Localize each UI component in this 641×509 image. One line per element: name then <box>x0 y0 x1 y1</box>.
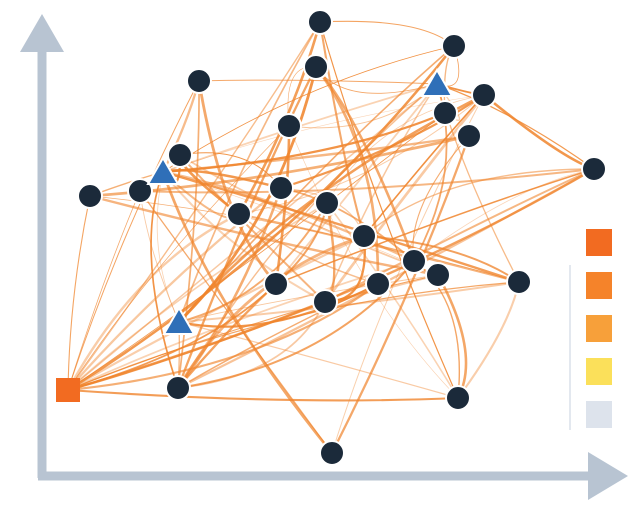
edge <box>238 213 520 283</box>
node-circle[interactable] <box>319 440 345 466</box>
edge <box>177 301 326 389</box>
node-circle[interactable] <box>186 68 212 94</box>
edge <box>178 274 439 323</box>
legend-swatch <box>586 229 612 256</box>
edge <box>67 190 141 391</box>
edge <box>162 170 520 284</box>
edge <box>179 154 439 276</box>
edge <box>66 212 240 391</box>
node-circle[interactable] <box>127 178 153 204</box>
edge <box>178 21 321 323</box>
edge <box>67 202 328 391</box>
edge <box>319 20 455 47</box>
edge <box>198 79 438 85</box>
node-circle[interactable] <box>77 183 103 209</box>
node-triangle[interactable] <box>162 305 196 335</box>
node-circle[interactable] <box>581 156 607 182</box>
node-circle[interactable] <box>432 100 458 126</box>
edge <box>161 171 334 454</box>
edge <box>178 202 328 323</box>
edge <box>162 45 455 173</box>
legend-swatch <box>586 358 612 385</box>
node-circle[interactable] <box>268 175 294 201</box>
edge <box>238 213 379 285</box>
edge <box>67 45 456 392</box>
edge <box>67 260 415 391</box>
edge <box>363 94 485 237</box>
edge <box>67 281 520 391</box>
edge <box>457 281 521 399</box>
edge <box>319 21 459 399</box>
edge <box>176 187 283 389</box>
node-circle[interactable] <box>167 142 193 168</box>
edge <box>162 171 326 303</box>
edge <box>177 83 438 389</box>
edge <box>67 388 459 402</box>
edge <box>139 190 333 454</box>
edge <box>197 80 278 285</box>
edge <box>177 80 200 389</box>
node-circle[interactable] <box>365 271 391 297</box>
edge <box>67 195 91 391</box>
legend-swatch <box>586 315 612 342</box>
node-circle[interactable] <box>506 269 532 295</box>
node-square[interactable] <box>56 378 80 402</box>
edge <box>324 83 438 303</box>
node-triangle[interactable] <box>146 155 180 185</box>
edge <box>323 94 486 303</box>
node-circle[interactable] <box>441 33 467 59</box>
edge <box>275 83 438 285</box>
node-circle[interactable] <box>471 82 497 108</box>
legend-swatch <box>586 401 612 428</box>
node-circle[interactable] <box>401 248 427 274</box>
edges <box>66 20 595 454</box>
node-circle[interactable] <box>351 223 377 249</box>
edge <box>162 111 446 174</box>
x-axis-arrow-icon <box>588 452 628 500</box>
edge <box>280 187 415 262</box>
edge <box>326 202 459 399</box>
edge <box>67 301 326 392</box>
edge <box>139 168 595 194</box>
node-circle[interactable] <box>263 271 289 297</box>
node-circle[interactable] <box>276 113 302 139</box>
node-circle[interactable] <box>445 385 471 411</box>
edge <box>330 135 471 454</box>
edge <box>156 171 180 323</box>
edge <box>162 134 470 174</box>
y-axis-arrow-icon <box>20 14 64 52</box>
legend <box>569 229 612 430</box>
edge <box>67 83 438 391</box>
node-circle[interactable] <box>307 9 333 35</box>
node-circle[interactable] <box>312 289 338 315</box>
edge <box>162 83 438 173</box>
node-circle[interactable] <box>226 201 252 227</box>
node-circle[interactable] <box>165 375 191 401</box>
edge <box>178 321 459 399</box>
node-circle[interactable] <box>425 262 451 288</box>
edge <box>413 260 461 399</box>
node-circle[interactable] <box>303 54 329 80</box>
edge <box>363 168 595 237</box>
edge <box>150 171 179 389</box>
node-circle[interactable] <box>456 123 482 149</box>
edge <box>436 83 595 170</box>
nodes <box>56 9 607 466</box>
edge <box>331 94 485 454</box>
edge <box>177 283 277 389</box>
edge <box>67 235 365 391</box>
node-triangle[interactable] <box>420 67 454 97</box>
edge <box>275 168 595 285</box>
node-circle[interactable] <box>314 190 340 216</box>
edge <box>139 190 180 323</box>
axes <box>20 14 628 500</box>
legend-swatch <box>586 272 612 299</box>
edge <box>67 80 200 391</box>
edge <box>67 112 446 391</box>
